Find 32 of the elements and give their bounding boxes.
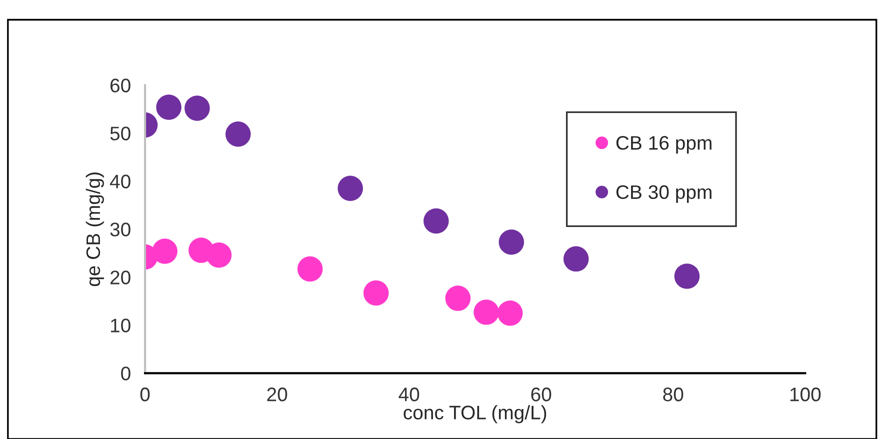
y-tick-label: 10: [111, 318, 130, 332]
point: [424, 208, 449, 234]
legend-label: CB 30 ppm: [616, 185, 712, 203]
y-tick-label: 50: [110, 126, 130, 140]
point: [474, 300, 499, 325]
point: [225, 122, 251, 147]
x-tick-label: 0: [140, 388, 150, 402]
x-tick-label: 100: [790, 388, 821, 402]
point: [563, 246, 589, 272]
point: [363, 280, 389, 306]
point: [152, 238, 178, 264]
y-tick-label: 20: [110, 270, 130, 284]
y-tick-label: 40: [110, 174, 130, 188]
point: [338, 176, 363, 201]
point: [184, 96, 210, 121]
point: [674, 264, 700, 289]
x-axis-title: conc TOL (mg/L): [404, 405, 546, 424]
point: [497, 300, 523, 326]
point: [156, 94, 182, 120]
legend-label: CB 16 ppm: [616, 136, 712, 154]
y-tick-label: 60: [110, 78, 130, 92]
x-tick-label: 80: [663, 388, 684, 402]
x-tick-label: 60: [531, 388, 552, 402]
x-tick-label: 20: [267, 388, 288, 402]
y-axis-title: qe CB (mg/g): [86, 172, 104, 286]
point: [206, 242, 232, 268]
x-tick-label: 40: [398, 388, 420, 402]
y-tick-label: 30: [110, 222, 130, 236]
point: [445, 286, 471, 311]
y-tick-label: 0: [121, 366, 130, 380]
point: [297, 256, 323, 282]
point: [498, 230, 524, 255]
